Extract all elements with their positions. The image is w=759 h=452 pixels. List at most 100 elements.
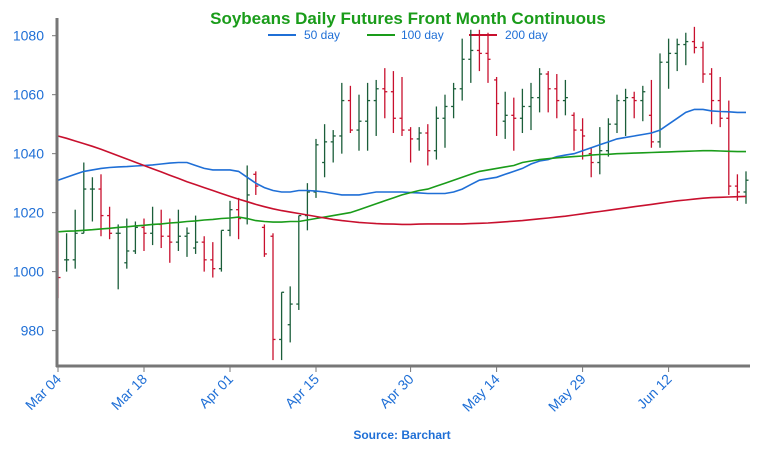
- x-tick-label: Jun 12: [634, 371, 675, 412]
- ohlc-bar: [614, 94, 620, 134]
- ohlc-bar: [184, 227, 190, 257]
- ohlc-bar: [709, 68, 715, 125]
- ohlc-bar: [674, 38, 680, 72]
- legend-item-100-day: 100 day: [367, 28, 444, 42]
- ohlc-bar: [726, 100, 732, 195]
- ohlc-bar: [64, 233, 70, 272]
- ohlc-bar: [210, 242, 216, 278]
- ohlc-bar: [743, 171, 749, 204]
- ohlc-bar: [373, 79, 379, 136]
- x-tick-label: Apr 30: [376, 371, 417, 412]
- legend-label-200-day: 200 day: [505, 28, 548, 42]
- legend-label-50-day: 50 day: [304, 28, 340, 42]
- legend-item-50-day: 50 day: [268, 28, 340, 42]
- ohlc-bar: [605, 118, 611, 157]
- ohlc-bar: [631, 91, 637, 119]
- x-tick-label: May 14: [459, 371, 503, 415]
- ohlc-bar: [648, 79, 654, 148]
- y-tick-label: 1020: [13, 205, 44, 221]
- ohlc-bar: [72, 209, 78, 269]
- y-tick-label: 1080: [13, 28, 44, 44]
- ohlc-bar: [562, 79, 568, 116]
- ohlc-bar: [382, 68, 388, 119]
- ohlc-bar: [279, 291, 285, 361]
- ohlc-bar: [717, 76, 723, 128]
- y-tick-label: 1040: [13, 146, 44, 162]
- ohlc-bar: [89, 177, 95, 222]
- ohlc-bar: [150, 206, 156, 246]
- ohlc-bar: [236, 197, 242, 240]
- ohlc-bar: [528, 82, 534, 131]
- ohlc-bar: [468, 29, 474, 83]
- x-tick-label: Apr 15: [282, 371, 323, 412]
- ohlc-bar: [519, 88, 525, 134]
- ohlc-bar: [81, 162, 87, 234]
- ohlc-bar: [175, 209, 181, 251]
- ohlc-bar: [571, 112, 577, 151]
- series-line-100-day: [57, 149, 746, 233]
- ohlc-bar: [494, 76, 500, 136]
- ohlc-bar: [390, 71, 396, 134]
- ohlc-bar: [244, 165, 250, 225]
- moving-average-lines: [57, 108, 747, 233]
- ohlc-bar: [485, 32, 491, 83]
- ohlc-bar: [287, 286, 293, 343]
- ohlc-bar: [322, 124, 328, 178]
- ohlc-bar: [408, 127, 414, 163]
- ohlc-bar: [545, 71, 551, 113]
- ohlc-bar: [347, 85, 353, 134]
- ohlc-bar: [107, 206, 113, 240]
- ohlc-bar: [459, 38, 465, 101]
- x-tick-label: May 29: [545, 371, 589, 415]
- y-tick-label: 1060: [13, 87, 44, 103]
- ohlc-bar: [270, 233, 276, 361]
- y-tick-label: 1000: [13, 264, 44, 280]
- ohlc-bar: [554, 74, 560, 119]
- ohlc-bar: [98, 174, 104, 237]
- legend-item-200-day: 200 day: [469, 28, 548, 42]
- ohlc-bar: [511, 97, 517, 151]
- ohlc-bar: [201, 236, 207, 272]
- ohlc-bar: [167, 218, 173, 263]
- ohlc-bar: [580, 118, 586, 160]
- legend-label-100-day: 100 day: [401, 28, 444, 42]
- ohlc-bar: [537, 68, 543, 113]
- x-tick-label: Mar 18: [108, 371, 150, 413]
- ohlc-bar: [442, 94, 448, 148]
- y-axis-ticks: 980 1000 1020 1040 1060 1080: [13, 28, 57, 339]
- ohlc-bar: [365, 82, 371, 151]
- ohlc-bar: [683, 32, 689, 66]
- ohlc-bar: [399, 76, 405, 136]
- ohlc-bar: [339, 82, 345, 154]
- ohlc-bar: [451, 82, 457, 119]
- ohlc-bar: [666, 38, 672, 89]
- ohlc-bar: [588, 147, 594, 178]
- ohlc-bar: [141, 218, 147, 251]
- ohlc-bar: [261, 224, 267, 257]
- ohlc-bar: [356, 94, 362, 151]
- ohlc-bar: [597, 127, 603, 175]
- ohlc-bar: [330, 130, 336, 163]
- x-axis-ticks: Mar 04 Mar 18 Apr 01 Apr 15 Apr 30 May 14 May …: [22, 366, 675, 415]
- ohlc-bar: [700, 41, 706, 83]
- series-line-200-day: [57, 135, 747, 226]
- chart-source: Source: Barchart: [353, 428, 450, 442]
- series-line-50-day: [57, 108, 746, 196]
- ohlc-bar: [691, 26, 697, 54]
- ohlc-bar: [158, 209, 164, 249]
- ohlc-bar: [623, 88, 629, 136]
- x-tick-label: Apr 01: [196, 371, 237, 412]
- ohlc-bar: [425, 124, 431, 166]
- ohlc-bar: [218, 229, 224, 272]
- ohlc-bar: [502, 91, 508, 139]
- y-tick-label: 980: [21, 323, 45, 339]
- ohlc-bar: [416, 127, 422, 151]
- ohlc-bar: [193, 215, 199, 254]
- chart-legend: 50 day 100 day 200 day: [268, 28, 548, 42]
- ohlc-bar: [657, 53, 663, 148]
- ohlc-bar: [433, 106, 439, 160]
- ohlc-bar: [132, 221, 138, 254]
- ohlc-bars: [55, 26, 749, 361]
- x-tick-label: Mar 04: [22, 371, 64, 413]
